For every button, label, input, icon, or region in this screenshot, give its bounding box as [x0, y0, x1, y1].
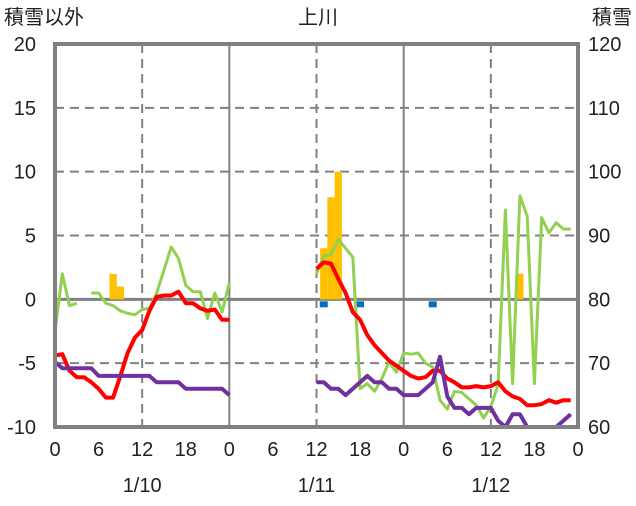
x-tick: 18 [349, 439, 371, 461]
y-tick-left: -5 [18, 353, 36, 375]
marker [356, 301, 365, 308]
y-tick-left: 20 [14, 34, 36, 56]
x-tick: 12 [131, 439, 153, 461]
left-axis-label: 積雪以外 [4, 6, 84, 29]
marker [319, 301, 328, 308]
series-line-red [54, 260, 571, 408]
y-tick-right: 80 [588, 289, 610, 311]
x-tick: 12 [305, 439, 327, 461]
bar [109, 273, 117, 300]
series-line-purple [53, 354, 573, 429]
chart-title: 上川 [298, 6, 338, 29]
date-label: 1/10 [123, 475, 162, 497]
bar [334, 171, 342, 300]
x-tick: 6 [442, 439, 453, 461]
x-tick: 0 [224, 439, 235, 461]
bars [109, 171, 524, 300]
x-tick: 0 [398, 439, 409, 461]
x-tick: 18 [175, 439, 197, 461]
y-tick-right: 70 [588, 353, 610, 375]
marker [428, 301, 437, 308]
date-label: 1/12 [471, 475, 510, 497]
y-tick-left: 15 [14, 98, 36, 120]
date-label: 1/11 [298, 475, 335, 497]
plot-frame [53, 42, 580, 429]
bar [516, 273, 524, 300]
x-tick: 12 [480, 439, 502, 461]
y-tick-right: 90 [588, 226, 610, 248]
grid [55, 44, 578, 427]
y-tick-right: 120 [588, 34, 621, 56]
y-tick-right: 100 [588, 162, 621, 184]
y-tick-right: 60 [588, 417, 610, 439]
x-tick: 6 [93, 439, 104, 461]
labels: 積雪以外 上川 積雪 [4, 6, 632, 29]
x-tick: 6 [267, 439, 278, 461]
x-tick: 0 [572, 439, 583, 461]
right-axis-label: 積雪 [592, 6, 632, 29]
markers [319, 301, 437, 308]
series-line-green [53, 194, 571, 420]
lines [53, 194, 573, 429]
y-tick-left: 0 [25, 289, 36, 311]
x-tick: 18 [523, 439, 545, 461]
y-tick-right: 110 [588, 98, 620, 120]
bar [116, 286, 125, 300]
y-tick-left: 10 [14, 162, 36, 184]
x-tick: 0 [49, 439, 60, 461]
bar [327, 197, 335, 300]
y-tick-left: -10 [7, 417, 36, 439]
bar [320, 248, 328, 300]
y-tick-left: 5 [25, 226, 36, 248]
